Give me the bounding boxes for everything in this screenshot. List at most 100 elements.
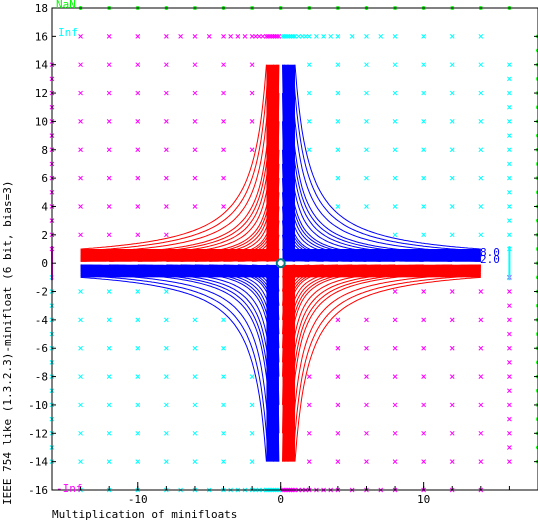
overflow-marker xyxy=(449,62,455,68)
inf-col-marker xyxy=(507,374,512,379)
inf-col-marker xyxy=(507,161,512,167)
overflow-marker xyxy=(306,147,312,153)
product-curve xyxy=(80,276,267,462)
overflow-marker xyxy=(106,147,112,153)
y-tick-label: 0 xyxy=(41,257,48,270)
overflow-marker xyxy=(392,147,398,153)
inf-row-marker xyxy=(178,33,184,39)
inf-col-marker xyxy=(507,62,512,68)
overflow-marker xyxy=(335,119,341,124)
inf-row-marker xyxy=(256,33,262,39)
y-tick-label: 18 xyxy=(35,2,48,15)
product-curves xyxy=(80,64,481,462)
overflow-marker xyxy=(449,374,455,379)
inf-col-marker xyxy=(507,360,512,365)
overflow-marker xyxy=(106,317,112,323)
overflow-marker xyxy=(449,459,455,465)
overflow-marker xyxy=(478,62,484,68)
overflow-marker xyxy=(392,90,398,96)
product-curve xyxy=(285,74,481,259)
overflow-marker xyxy=(78,402,83,408)
inf-row-marker xyxy=(235,33,241,39)
overflow-marker xyxy=(221,374,226,379)
overflow-marker xyxy=(364,374,369,379)
inf-row-marker xyxy=(221,33,226,39)
product-curve xyxy=(283,265,481,405)
inf-row-marker xyxy=(163,33,169,39)
overflow-marker xyxy=(478,345,484,351)
product-curve xyxy=(285,111,481,260)
overflow-marker xyxy=(421,345,427,351)
overflow-marker xyxy=(421,119,427,124)
overflow-marker xyxy=(78,232,83,238)
negative-band-horizontal xyxy=(282,264,481,278)
y-tick-label: 6 xyxy=(41,172,48,185)
overflow-marker xyxy=(221,119,226,124)
inf-col-marker xyxy=(507,119,512,124)
overflow-marker xyxy=(364,430,369,436)
overflow-marker xyxy=(306,90,312,96)
inf-row-marker xyxy=(378,33,384,39)
inf-col-marker xyxy=(507,90,512,96)
overflow-marker xyxy=(449,232,455,238)
overflow-marker xyxy=(78,345,83,351)
x-tick-label: -10 xyxy=(128,493,148,506)
inf-row-marker xyxy=(306,33,312,39)
overflow-marker xyxy=(135,90,141,96)
overflow-marker xyxy=(78,317,83,323)
product-curve xyxy=(294,276,481,462)
inf-row-marker xyxy=(364,33,369,39)
inf-col-marker xyxy=(507,345,512,351)
inf-row-marker xyxy=(296,33,301,39)
y-tick-label: -8 xyxy=(35,371,48,384)
overflow-marker xyxy=(163,402,169,408)
overflow-marker xyxy=(478,430,484,436)
overflow-marker xyxy=(163,175,169,181)
overflow-marker xyxy=(421,232,427,238)
overflow-marker xyxy=(221,345,226,351)
overflow-marker xyxy=(392,232,398,238)
overflow-marker xyxy=(449,147,455,153)
inf-col-marker xyxy=(507,232,512,238)
overflow-marker xyxy=(78,430,83,436)
product-curve xyxy=(285,267,481,453)
inf-row-marker xyxy=(106,33,112,39)
overflow-marker xyxy=(221,147,226,153)
negative-band-horizontal xyxy=(80,249,279,262)
inf-row-marker xyxy=(260,33,266,39)
product-curve xyxy=(80,93,275,258)
overflow-marker xyxy=(478,289,484,294)
inf-row-marker xyxy=(192,33,198,39)
overflow-marker xyxy=(421,430,427,436)
positive-band-vertical xyxy=(282,64,295,262)
product-curve xyxy=(287,268,481,434)
inf-col-marker xyxy=(507,175,512,181)
y-tick-label: 14 xyxy=(35,59,49,72)
overflow-marker xyxy=(78,204,83,209)
overflow-marker xyxy=(163,62,169,68)
product-curve xyxy=(80,268,275,434)
overflow-marker xyxy=(78,374,83,379)
overflow-marker xyxy=(364,90,369,96)
overflow-marker xyxy=(78,289,83,294)
overflow-marker xyxy=(163,204,169,209)
overflow-marker xyxy=(106,119,112,124)
overflow-marker xyxy=(163,459,169,465)
product-curve xyxy=(80,274,269,458)
overflow-marker xyxy=(392,402,398,408)
overflow-marker xyxy=(135,317,141,323)
inf-row-marker xyxy=(281,33,287,39)
inf-row-marker xyxy=(392,33,398,39)
product-curve xyxy=(287,93,481,258)
overflow-marker xyxy=(335,402,341,408)
overflow-marker xyxy=(335,62,341,68)
overflow-marker xyxy=(135,204,141,209)
overflow-marker xyxy=(449,289,455,294)
overflow-marker xyxy=(364,459,369,465)
nan-label: NaN xyxy=(56,0,76,11)
overflow-marker xyxy=(249,62,255,68)
overflow-marker xyxy=(478,119,484,124)
curve-label-2: 2.0 xyxy=(480,253,500,266)
overflow-marker xyxy=(163,345,169,351)
overflow-marker xyxy=(192,459,198,465)
